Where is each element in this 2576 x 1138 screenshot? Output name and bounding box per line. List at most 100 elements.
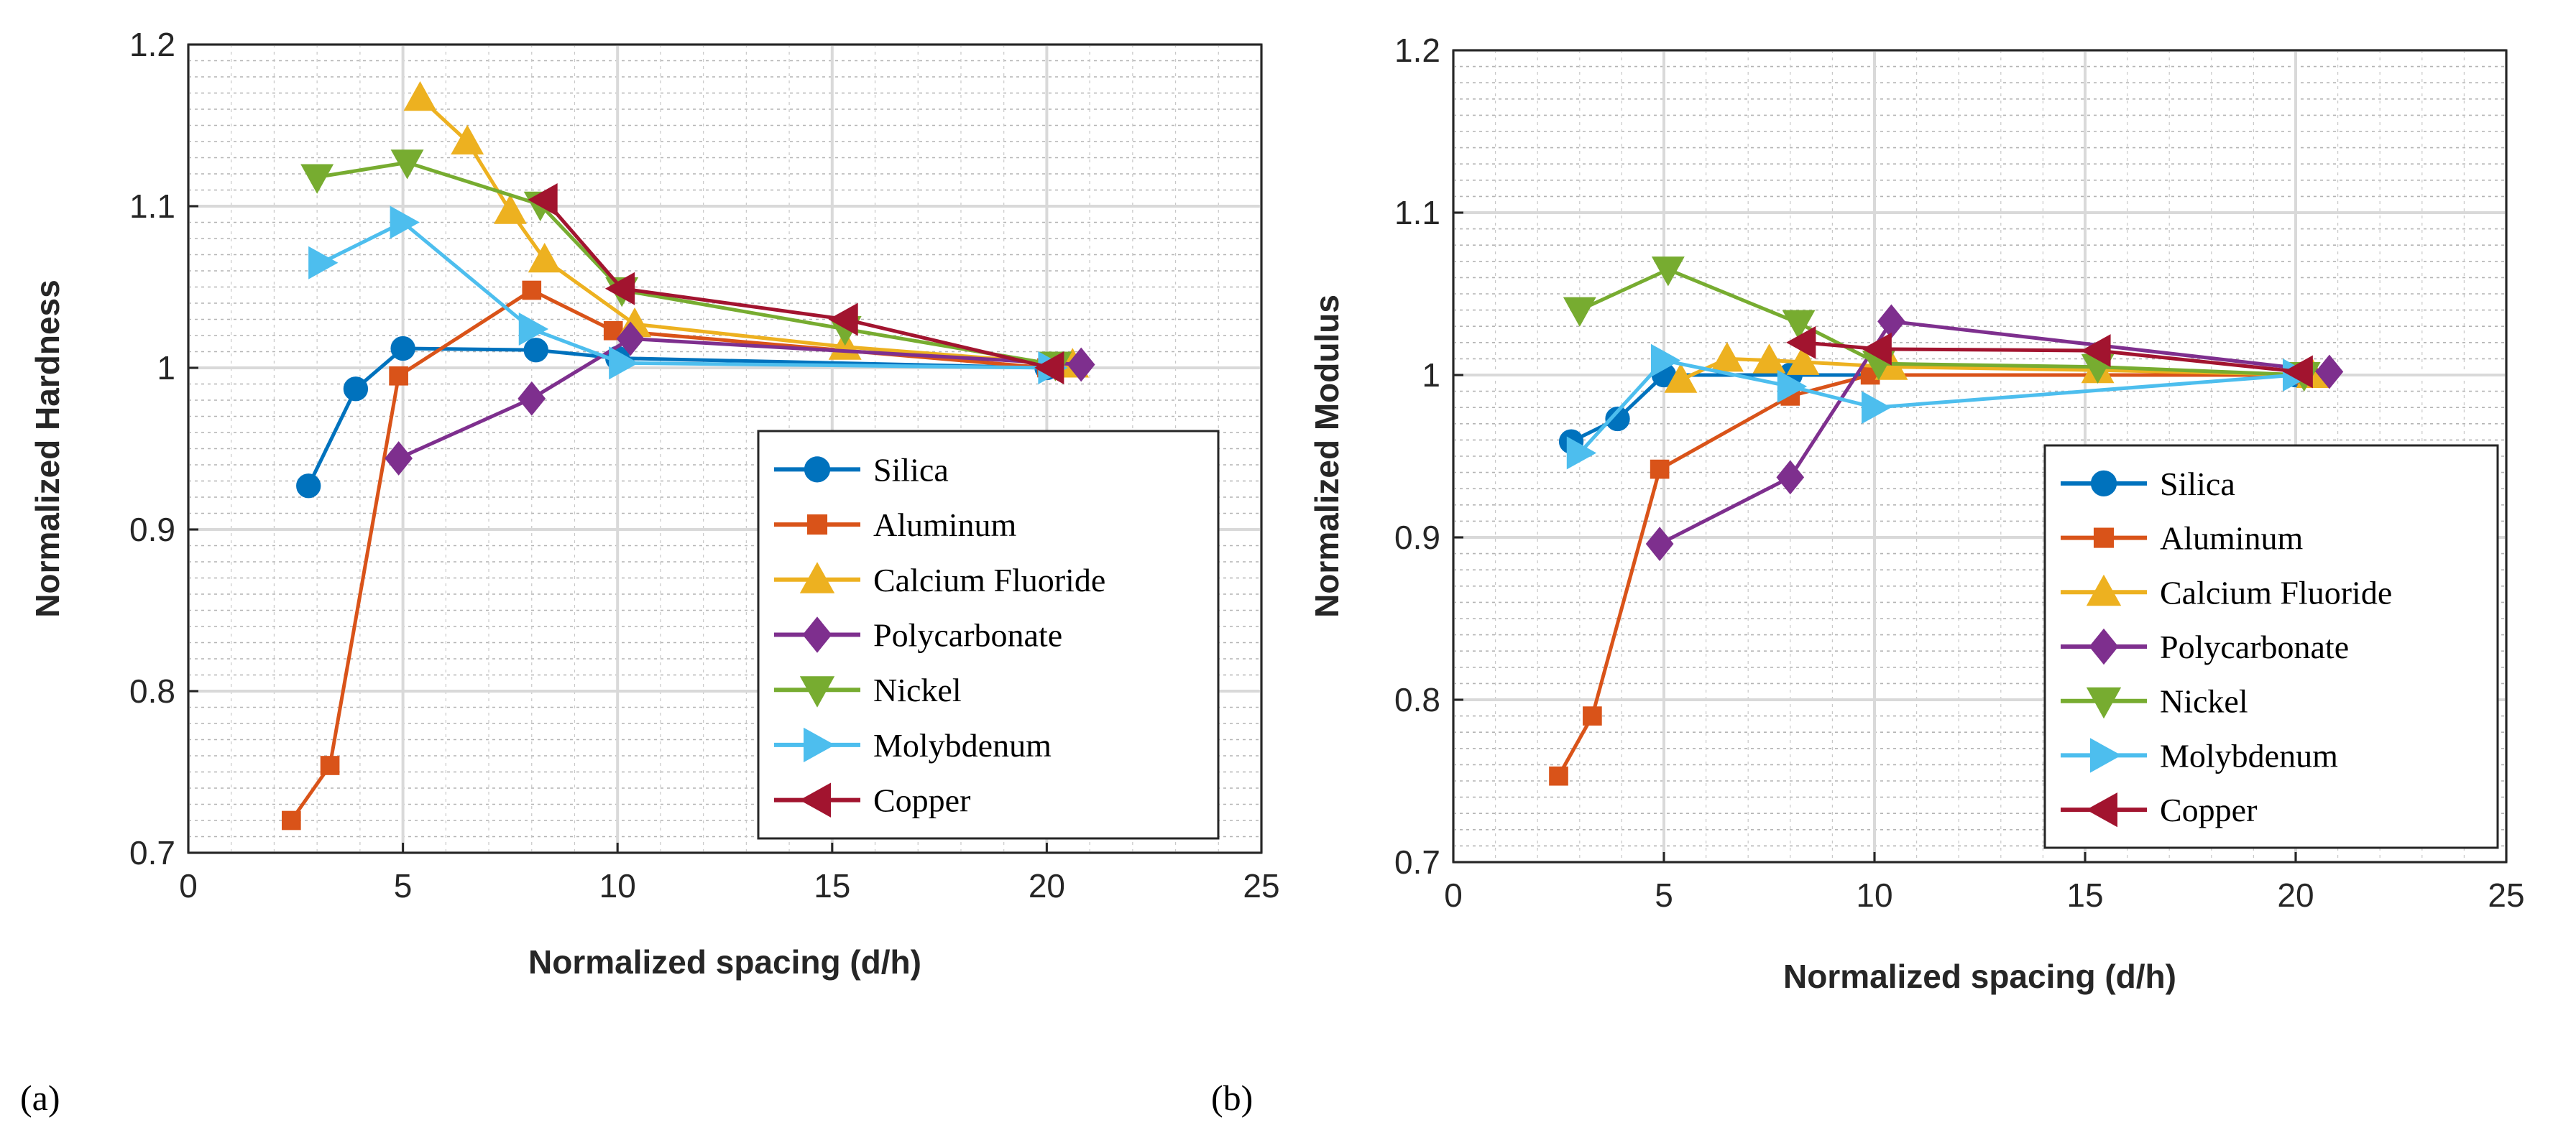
data-point-copper <box>604 272 635 305</box>
x-axis-label-a: Normalized spacing (d/h) <box>528 943 921 981</box>
data-point-molybdenum <box>1777 369 1808 403</box>
legend-marker-polycarbonate <box>802 616 832 653</box>
data-point-polycarbonate <box>616 321 645 356</box>
axes-box <box>1452 49 2508 864</box>
x-axis-label-b: Normalized spacing (d/h) <box>1783 958 2176 995</box>
data-point-molybdenum <box>609 346 639 380</box>
legend-marker-copper <box>2086 792 2117 828</box>
legend-label-silica: Silica <box>2160 466 2235 502</box>
legend-label-copper: Copper <box>2160 792 2257 828</box>
legend-label-aluminum: Aluminum <box>2160 520 2304 557</box>
data-point-aluminum <box>282 810 301 831</box>
y-tick-label: 0.7 <box>1394 843 1440 881</box>
data-point-molybdenum <box>308 246 339 279</box>
y-tick-label: 1 <box>1422 356 1440 394</box>
legend-label-nickel: Nickel <box>873 672 962 708</box>
x-tick-label: 25 <box>2488 876 2524 914</box>
data-point-molybdenum <box>1862 391 1892 425</box>
series-line-nickel <box>316 160 1056 366</box>
y-tick-label: 0.8 <box>129 672 175 710</box>
data-point-calcium-fluoride <box>1710 342 1744 372</box>
data-point-calcium-fluoride <box>528 242 561 273</box>
data-point-nickel <box>1651 256 1685 287</box>
legend-b: Silica Aluminum Calcium Fluoride Polycarbon… <box>2043 444 2499 849</box>
data-point-polycarbonate <box>385 441 413 476</box>
legend-marker-molybdenum <box>804 727 835 763</box>
legend-a: Silica Aluminum Calcium Fluoride Polycarbon… <box>757 430 1220 840</box>
series-group-a <box>187 43 1263 854</box>
y-tick-label: 1 <box>157 349 175 387</box>
legend-label-aluminum: Aluminum <box>873 506 1017 543</box>
data-point-nickel <box>1782 310 1816 340</box>
y-axis-label-a: Normalized Hardness <box>29 279 66 617</box>
legend-label-nickel: Nickel <box>2160 683 2248 720</box>
legend-label-polycarbonate: Polycarbonate <box>873 617 1062 654</box>
y-tick-label: 0.9 <box>1394 519 1440 556</box>
legend-marker-aluminum <box>806 514 828 535</box>
legend-marker-polycarbonate <box>2089 628 2119 665</box>
data-point-molybdenum <box>1651 343 1681 377</box>
data-point-polycarbonate <box>1645 527 1674 561</box>
data-point-polycarbonate <box>518 381 546 416</box>
data-point-aluminum <box>320 756 340 775</box>
series-line-aluminum <box>1557 373 2296 777</box>
legend-marker-nickel <box>799 676 835 708</box>
legend-marker-silica <box>2090 470 2117 496</box>
data-point-calcium-fluoride <box>1752 343 1786 374</box>
legend-label-silica: Silica <box>873 451 949 488</box>
data-point-calcium-fluoride <box>1664 363 1698 393</box>
y-tick-label: 1.2 <box>129 26 175 63</box>
ticks-b: 0 5 10 15 20 25 0.7 0.8 0.9 1 1.1 1.2 <box>1394 32 2525 914</box>
data-point-aluminum <box>522 280 542 300</box>
legend-marker-molybdenum <box>2090 738 2122 773</box>
legend-marker-nickel <box>2086 687 2122 719</box>
series-group-b <box>1452 49 2508 864</box>
data-point-molybdenum <box>1566 436 1597 470</box>
data-point-silica <box>390 336 415 361</box>
data-point-copper <box>1786 325 1816 359</box>
legend-marker-aluminum <box>2093 527 2115 548</box>
x-tick-label: 25 <box>1243 867 1279 905</box>
legend-label-molybdenum: Molybdenum <box>2160 737 2338 774</box>
data-point-molybdenum <box>518 313 549 346</box>
panel-label-b: (b) <box>1211 1078 1253 1118</box>
panel-a: 0 5 10 15 20 25 0.7 0.8 0.9 1 1.1 1.2 Normalized Ha… <box>20 26 1280 1118</box>
x-tick-label: 20 <box>1029 867 1065 905</box>
data-point-calcium-fluoride <box>403 80 437 111</box>
series-line-copper <box>543 198 1052 370</box>
panel-label-a: (a) <box>20 1078 60 1118</box>
data-point-calcium-fluoride <box>493 194 527 224</box>
y-tick-label: 0.8 <box>1394 681 1440 718</box>
data-point-aluminum <box>1650 459 1670 479</box>
data-point-polycarbonate <box>2315 354 2344 389</box>
y-tick-label: 0.9 <box>129 511 175 548</box>
data-point-copper <box>1034 351 1064 384</box>
x-tick-label: 0 <box>1444 876 1463 914</box>
data-point-copper <box>1862 332 1892 366</box>
y-tick-label: 0.7 <box>129 834 175 871</box>
panel-b: 0 5 10 15 20 25 0.7 0.8 0.9 1 1.1 1.2 Normalized Mo… <box>1211 32 2525 1118</box>
series-line-polycarbonate <box>397 337 1082 461</box>
legend-label-copper: Copper <box>873 782 970 819</box>
data-point-polycarbonate <box>1776 460 1805 495</box>
x-tick-label: 0 <box>179 867 198 905</box>
x-tick-label: 15 <box>814 867 850 905</box>
x-tick-label: 5 <box>1655 876 1673 914</box>
series-line-silica <box>306 346 1047 487</box>
data-point-molybdenum <box>390 205 420 239</box>
data-point-aluminum <box>389 366 408 386</box>
y-axis-label-b: Normalized Modulus <box>1308 295 1346 618</box>
x-tick-label: 10 <box>599 867 636 905</box>
y-tick-label: 1.2 <box>1394 32 1440 69</box>
legend-marker-copper <box>799 782 831 818</box>
legend-marker-silica <box>804 456 831 483</box>
data-point-nickel <box>390 149 424 180</box>
legend-marker-calcium-fluoride <box>799 562 835 593</box>
legend-label-polycarbonate: Polycarbonate <box>2160 629 2349 665</box>
data-point-nickel <box>300 164 334 194</box>
data-point-aluminum <box>1549 766 1568 786</box>
legend-label-calcium-fluoride: Calcium Fluoride <box>873 562 1105 598</box>
x-tick-label: 15 <box>2066 876 2103 914</box>
data-point-silica <box>343 376 369 402</box>
